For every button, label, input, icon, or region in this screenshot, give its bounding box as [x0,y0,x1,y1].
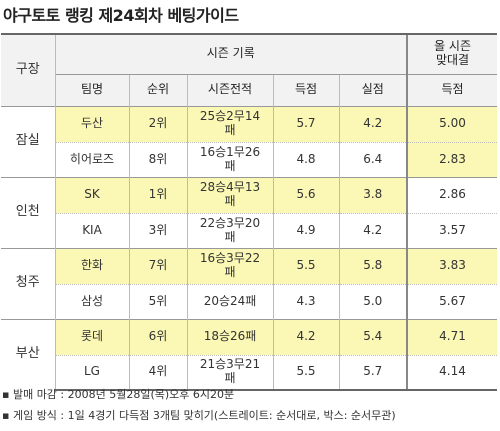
game-method-note: ▪ 게임 방식 : 1일 4경기 다득점 3개팀 맞히기(스트레이트: 순서대로… [2,409,396,422]
team-name: LG [55,354,129,391]
team-rank: 7위 [128,247,187,284]
team-name: KIA [55,212,129,248]
venue-name: 인천 [1,176,56,248]
venue-name: 청주 [1,247,56,319]
runs-allowed: 4.2 [338,212,408,248]
team-rank: 2위 [128,105,187,142]
team-name: 두산 [55,105,129,142]
venue-name: 잠실 [1,105,56,177]
runs-allowed: 5.0 [338,283,408,319]
runs-scored: 5.5 [272,247,339,284]
season-record: 16승1무26 패 [186,141,273,177]
runs-allowed: 4.2 [338,105,408,142]
team-name: 삼성 [55,283,129,319]
betting-guide-table: 구장 시즌 기록 올 시즌 맞대결 팀명 순위 시즌전적 득점 실점 득점 잠실… [1,33,498,391]
col-runs-scored-header: 득점 [272,73,339,106]
team-rank: 8위 [128,141,187,177]
team-name: 한화 [55,247,129,284]
col-team-header: 팀명 [55,73,129,106]
season-record: 25승2무14 패 [186,105,273,142]
h2h-runs: 3.83 [406,247,498,284]
team-name: 롯데 [55,318,129,355]
team-name: SK [55,176,129,213]
venue-header: 구장 [1,33,56,106]
team-rank: 3위 [128,212,187,248]
runs-scored: 4.2 [272,318,339,355]
h2h-runs: 2.83 [406,141,498,177]
col-rank-header: 순위 [128,73,187,106]
venue-name: 부산 [1,318,56,390]
season-record: 22승3무20 패 [186,212,273,248]
h2h-runs: 4.14 [406,354,498,391]
runs-scored: 5.6 [272,176,339,213]
matchup-header: 올 시즌 맞대결 [406,33,498,74]
runs-allowed: 5.7 [338,354,408,391]
team-rank: 1위 [128,176,187,213]
runs-allowed: 5.8 [338,247,408,284]
h2h-runs: 5.00 [406,105,498,142]
season-record: 28승4무13 패 [186,176,273,213]
h2h-runs: 3.57 [406,212,498,248]
page-title: 야구토토 랭킹 제24회차 베팅가이드 [3,6,239,25]
col-runs-allowed-header: 실점 [338,73,408,106]
runs-scored: 5.5 [272,354,339,391]
runs-scored: 4.3 [272,283,339,319]
team-rank: 6위 [128,318,187,355]
season-record: 16승3무22 패 [186,247,273,284]
runs-scored: 4.9 [272,212,339,248]
runs-scored: 5.7 [272,105,339,142]
season-record: 21승3무21 패 [186,354,273,391]
runs-allowed: 6.4 [338,141,408,177]
season-record: 18승26패 [186,318,273,355]
col-record-header: 시즌전적 [186,73,273,106]
h2h-runs: 2.86 [406,176,498,213]
h2h-runs: 4.71 [406,318,498,355]
season-record: 20승24패 [186,283,273,319]
season-record-header: 시즌 기록 [55,33,408,74]
team-name: 히어로즈 [55,141,129,177]
deadline-note: ▪ 발매 마감 : 2008년 5월28일(목)오후 6시20분 [2,388,235,401]
h2h-runs: 5.67 [406,283,498,319]
team-rank: 4위 [128,354,187,391]
footnotes: ▪ 발매 마감 : 2008년 5월28일(목)오후 6시20분 ▪ 게임 방식… [2,384,396,426]
team-rank: 5위 [128,283,187,319]
runs-allowed: 3.8 [338,176,408,213]
runs-scored: 4.8 [272,141,339,177]
col-h2h-runs-header: 득점 [406,73,498,106]
runs-allowed: 5.4 [338,318,408,355]
